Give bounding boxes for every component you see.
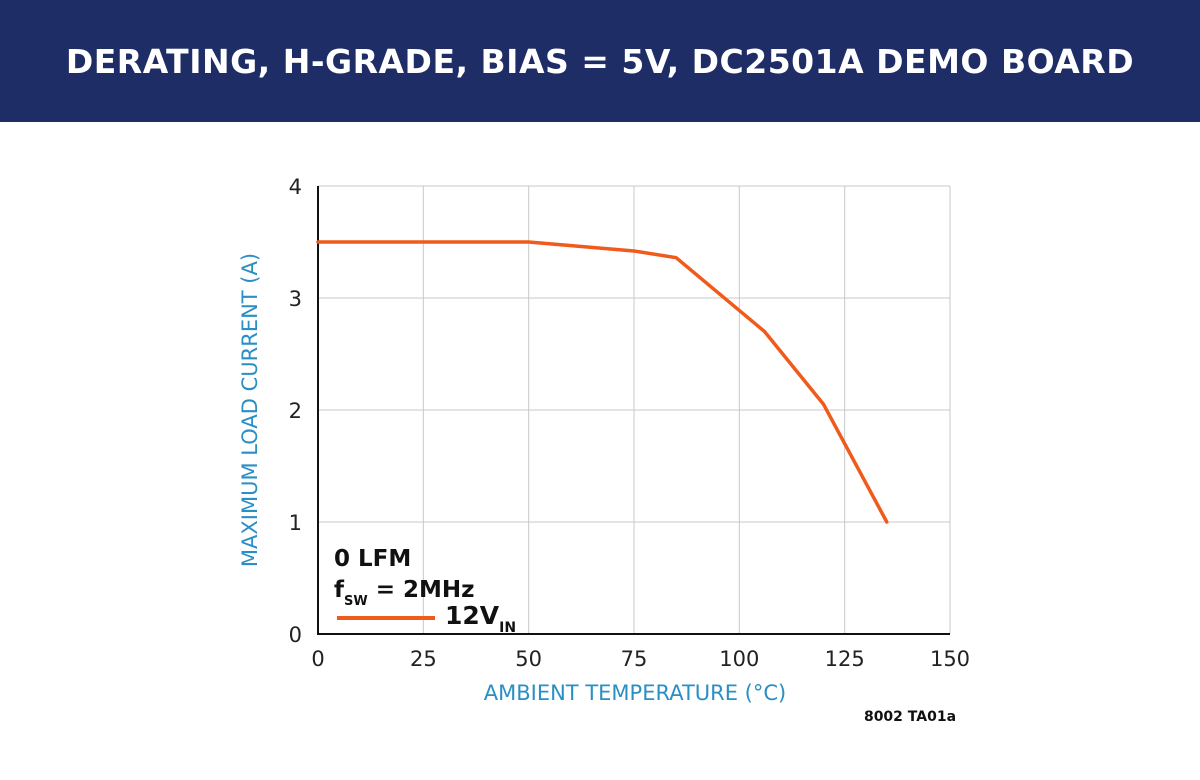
- annotation-fsw-main: f: [334, 577, 345, 603]
- legend: 12VIN: [337, 601, 516, 636]
- x-tick-label: 125: [825, 647, 865, 671]
- annotation-fsw-value: = 2MHz: [368, 577, 475, 603]
- grid: [318, 185, 951, 634]
- y-tick-label: 2: [289, 399, 302, 423]
- legend-label-sub: IN: [499, 620, 516, 636]
- x-tick-label: 100: [719, 647, 759, 671]
- x-tick-label: 25: [410, 647, 437, 671]
- condition-annotation: 0 LFM fSW = 2MHz: [334, 546, 475, 609]
- annotation-airflow: 0 LFM: [334, 546, 411, 572]
- annotation-switching-frequency: fSW = 2MHz: [334, 577, 475, 609]
- x-tick-label: 150: [930, 647, 970, 671]
- figure-id: 8002 TA01a: [864, 709, 956, 725]
- y-tick-label: 3: [289, 287, 302, 311]
- legend-label-main: 12V: [445, 601, 500, 630]
- annotation-fsw-sub: SW: [344, 594, 368, 609]
- x-axis-title: AMBIENT TEMPERATURE (°C): [484, 681, 786, 705]
- chart-title: DERATING, H-GRADE, BIAS = 5V, DC2501A DE…: [65, 41, 1135, 81]
- tick-labels: 0 25 50 75 100 125 150 0 1 2 3 4: [289, 175, 970, 671]
- y-tick-label: 0: [289, 623, 302, 647]
- x-tick-label: 0: [311, 647, 324, 671]
- x-tick-label: 50: [515, 647, 542, 671]
- legend-label: 12VIN: [445, 601, 516, 636]
- y-tick-label: 4: [289, 175, 302, 199]
- series-line-12vin: [316, 240, 889, 524]
- y-axis-title: MAXIMUM LOAD CURRENT (A): [238, 253, 262, 567]
- series-layer: [316, 240, 889, 524]
- axes: [317, 186, 950, 635]
- x-tick-label: 75: [621, 647, 648, 671]
- title-banner: DERATING, H-GRADE, BIAS = 5V, DC2501A DE…: [0, 0, 1200, 122]
- y-tick-label: 1: [289, 511, 302, 535]
